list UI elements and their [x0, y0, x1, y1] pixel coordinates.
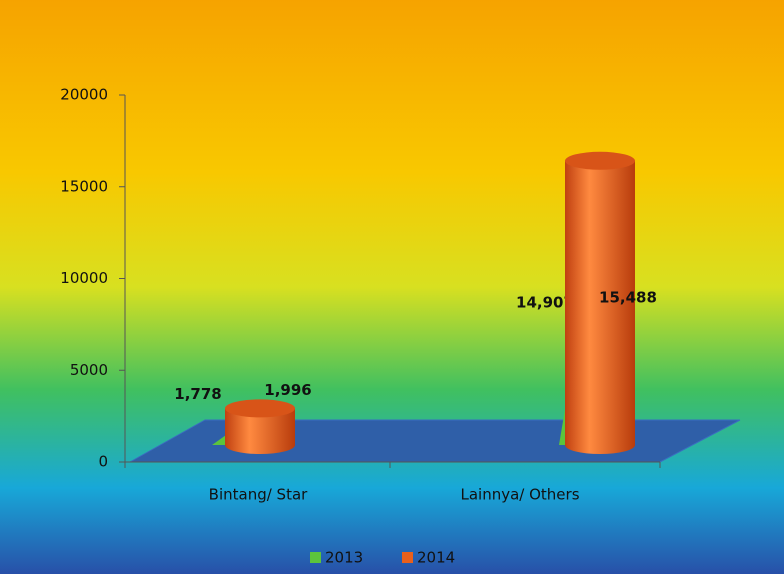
- value-label: 1,996: [264, 381, 311, 399]
- cylinder: [565, 160, 635, 454]
- y-tick-label: 5000: [70, 361, 108, 379]
- legend-label: 2014: [417, 549, 455, 567]
- y-tick-label: 20000: [60, 86, 108, 104]
- y-tick-label: 10000: [60, 269, 108, 287]
- legend-label: 2013: [325, 549, 363, 567]
- value-label: 1,778: [174, 385, 221, 403]
- cylinder-top: [225, 399, 295, 418]
- cylinder: [225, 408, 295, 454]
- x-tick-label: Lainnya/ Others: [460, 486, 579, 504]
- legend-swatch: [402, 552, 413, 563]
- x-tick-label: Bintang/ Star: [209, 486, 308, 504]
- y-tick-label: 0: [98, 453, 108, 471]
- value-label: 14,907: [516, 294, 574, 312]
- legend-swatch: [310, 552, 321, 563]
- value-label: 15,488: [599, 288, 657, 306]
- cylinder-top: [565, 151, 635, 170]
- y-tick-label: 15000: [60, 177, 108, 195]
